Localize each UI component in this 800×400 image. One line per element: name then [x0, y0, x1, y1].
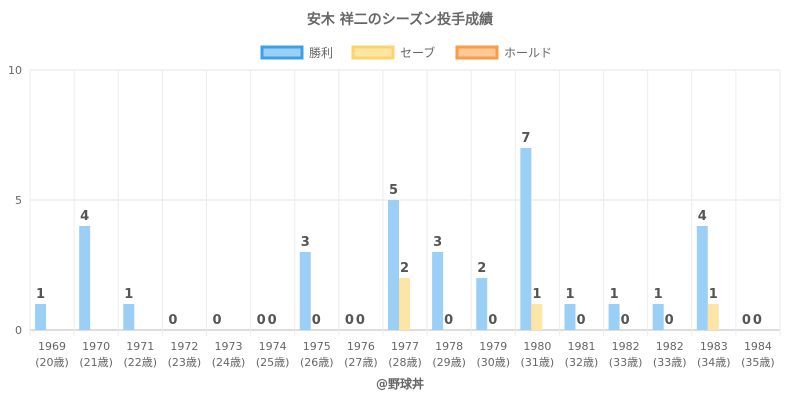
- bar-0: [299, 252, 311, 330]
- data-label: 7: [521, 131, 530, 146]
- legend-label-0: 勝利: [309, 45, 333, 60]
- data-label: 2: [477, 261, 486, 276]
- bar-0: [35, 304, 47, 330]
- data-label: 5: [389, 183, 398, 198]
- bar-0: [696, 226, 708, 330]
- bar-0: [432, 252, 444, 330]
- data-label: 0: [213, 313, 222, 328]
- x-tick-label: 1982: [612, 340, 640, 353]
- x-tick-label: 1983: [700, 340, 728, 353]
- bar-0: [123, 304, 135, 330]
- data-label: 0: [268, 313, 277, 328]
- bar-1: [707, 304, 719, 330]
- data-label: 0: [257, 313, 266, 328]
- y-tick-label: 10: [8, 64, 22, 77]
- x-tick-label: 1982: [656, 340, 684, 353]
- data-label: 1: [565, 287, 574, 302]
- x-tick-label: 1976: [347, 340, 375, 353]
- data-label: 1: [709, 287, 718, 302]
- data-label: 1: [36, 287, 45, 302]
- data-label: 3: [433, 235, 442, 250]
- x-tick-sublabel: (32歳): [565, 356, 599, 369]
- y-tick-label: 5: [15, 194, 22, 207]
- data-label: 2: [400, 261, 409, 276]
- x-tick-label: 1984: [744, 340, 772, 353]
- x-tick-label: 1971: [126, 340, 154, 353]
- y-tick-label: 0: [15, 324, 22, 337]
- legend-swatch-0: [260, 45, 304, 60]
- x-tick-sublabel: (30歳): [476, 356, 510, 369]
- data-label: 4: [80, 209, 89, 224]
- data-label: 0: [621, 313, 630, 328]
- bar-0: [476, 278, 488, 330]
- x-tick-sublabel: (23歳): [168, 356, 202, 369]
- x-tick-sublabel: (20歳): [35, 356, 69, 369]
- x-tick-label: 1979: [479, 340, 507, 353]
- data-label: 0: [444, 313, 453, 328]
- bar-0: [520, 148, 532, 330]
- x-tick-sublabel: (25歳): [256, 356, 290, 369]
- data-label: 0: [753, 313, 762, 328]
- x-tick-label: 1975: [303, 340, 331, 353]
- x-tick-label: 1977: [391, 340, 419, 353]
- data-label: 1: [654, 287, 663, 302]
- bar-1: [399, 278, 410, 330]
- x-tick-sublabel: (21歳): [79, 356, 113, 369]
- legend-label-2: ホールド: [504, 46, 552, 60]
- x-tick-sublabel: (35歳): [741, 356, 775, 369]
- data-label: 0: [312, 313, 321, 328]
- x-tick-sublabel: (31歳): [521, 356, 555, 369]
- data-label: 0: [665, 313, 674, 328]
- bar-0: [564, 304, 576, 330]
- data-label: 4: [698, 209, 707, 224]
- legend-swatch-1: [351, 45, 395, 60]
- data-label: 0: [168, 313, 177, 328]
- data-label: 0: [742, 313, 751, 328]
- legend-label-1: セーブ: [400, 45, 435, 60]
- x-tick-sublabel: (34歳): [697, 356, 731, 369]
- x-tick-sublabel: (28歳): [388, 356, 422, 369]
- x-tick-sublabel: (33歳): [609, 356, 643, 369]
- data-label: 0: [345, 313, 354, 328]
- chart-title: 安木 祥二のシーズン投手成績: [307, 11, 493, 28]
- x-tick-label: 1969: [38, 340, 66, 353]
- x-tick-sublabel: (27歳): [344, 356, 378, 369]
- x-tick-label: 1973: [215, 340, 243, 353]
- x-tick-label: 1972: [170, 340, 198, 353]
- x-tick-sublabel: (26歳): [300, 356, 334, 369]
- data-label: 1: [124, 287, 133, 302]
- data-label: 0: [488, 313, 497, 328]
- x-tick-sublabel: (22歳): [123, 356, 157, 369]
- bar-0: [652, 304, 664, 330]
- data-label: 0: [576, 313, 585, 328]
- bar-0: [388, 200, 399, 330]
- x-tick-label: 1978: [435, 340, 463, 353]
- legend-swatch-2: [455, 45, 499, 60]
- data-label: 3: [301, 235, 310, 250]
- x-tick-sublabel: (33歳): [653, 356, 687, 369]
- bar-0: [608, 304, 620, 330]
- bar-1: [531, 304, 543, 330]
- data-label: 1: [610, 287, 619, 302]
- data-label: 1: [532, 287, 541, 302]
- credit-text: @野球丼: [376, 376, 424, 391]
- x-tick-label: 1981: [567, 340, 595, 353]
- x-tick-label: 1980: [523, 340, 551, 353]
- x-tick-label: 1970: [82, 340, 110, 353]
- data-label: 0: [356, 313, 365, 328]
- x-tick-sublabel: (29歳): [432, 356, 466, 369]
- bar-0: [79, 226, 91, 330]
- x-tick-label: 1974: [259, 340, 287, 353]
- x-tick-sublabel: (24歳): [212, 356, 246, 369]
